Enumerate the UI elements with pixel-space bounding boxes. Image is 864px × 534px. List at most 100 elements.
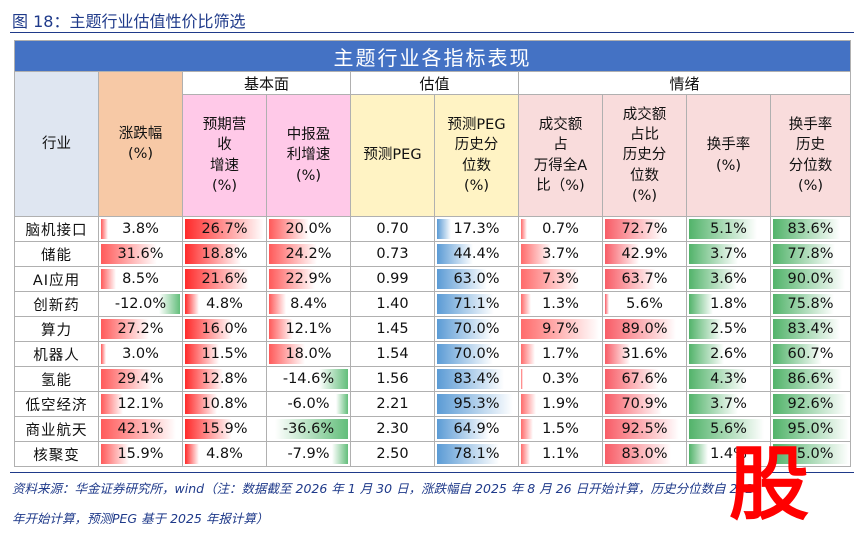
- cell-value: 商业航天: [25, 422, 88, 439]
- cell-value: 10.8%: [201, 396, 248, 412]
- cell-rev-growth: 26.7%: [182, 216, 267, 242]
- cell-value: 核聚变: [33, 447, 80, 464]
- cell-value: 3.7%: [710, 246, 747, 262]
- data-bar: [185, 269, 249, 289]
- cell-rev-growth: 11.5%: [182, 341, 267, 367]
- cell-peg-pct: 63.0%: [434, 266, 519, 292]
- cell-change: 42.1%: [98, 416, 183, 442]
- cell-peg: 0.73: [350, 241, 435, 267]
- header-peg-pct: 预测PEG 历史分 位数 (%): [434, 94, 519, 217]
- cell-value: 3.7%: [710, 396, 747, 412]
- cell-peg: 0.99: [350, 266, 435, 292]
- cell-peg-pct: 83.4%: [434, 366, 519, 392]
- cell-amount-share: 1.3%: [518, 291, 603, 317]
- cell-value: 0.7%: [542, 221, 579, 237]
- cell-value: 5.1%: [710, 221, 747, 237]
- table-row: 商业航天 42.1% 15.9% -36.6% 2.30 64.9% 1.5% 92.5% 5.…: [14, 416, 852, 442]
- cell-value: 15.9%: [117, 446, 164, 462]
- data-bar: [101, 369, 154, 389]
- cell-peg-pct: 17.3%: [434, 216, 519, 242]
- cell-peg: 1.45: [350, 316, 435, 342]
- cell-industry: 低空经济: [14, 391, 99, 417]
- cell-turnover: 4.3%: [686, 366, 771, 392]
- cell-value: 22.9%: [285, 271, 332, 287]
- cell-value: 12.1%: [285, 321, 332, 337]
- data-bar: [185, 244, 241, 264]
- cell-change: 27.2%: [98, 316, 183, 342]
- cell-turnover-pct: 95.0%: [769, 441, 852, 467]
- cell-peg-pct: 71.1%: [434, 291, 519, 317]
- cell-change: 12.1%: [98, 391, 183, 417]
- data-bar: [689, 219, 757, 239]
- data-bar: [269, 269, 315, 289]
- source-note-line2: 年开始计算，预测PEG 基于 2025 年报计算）: [12, 511, 269, 526]
- cell-change: 15.9%: [98, 441, 183, 467]
- data-bar: [521, 244, 551, 264]
- data-bar: [101, 269, 117, 289]
- cell-industry: 算力: [14, 316, 99, 342]
- data-bar: [689, 344, 724, 364]
- table-row: 低空经济 12.1% 10.8% -6.0% 2.21 95.3% 1.9% 70.9% 3.7…: [14, 391, 852, 417]
- cell-value: 75.8%: [787, 296, 834, 312]
- cell-peg: 2.30: [350, 416, 435, 442]
- data-bar: [773, 419, 849, 439]
- cell-value: 1.3%: [542, 296, 579, 312]
- cell-value: 90.0%: [787, 271, 834, 287]
- data-bar: [521, 219, 527, 239]
- cell-turnover: 3.6%: [686, 266, 771, 292]
- data-bar: [437, 444, 500, 464]
- data-bar: [318, 369, 348, 389]
- data-bar: [101, 319, 150, 339]
- cell-profit-growth: -36.6%: [266, 416, 351, 442]
- data-bar: [689, 244, 739, 264]
- cell-value: 31.6%: [621, 346, 668, 362]
- cell-profit-growth: 12.1%: [266, 316, 351, 342]
- data-bar: [101, 419, 176, 439]
- cell-value: 83.4%: [453, 371, 500, 387]
- cell-turnover-pct: 83.6%: [769, 216, 852, 242]
- cell-value: 70.0%: [453, 321, 500, 337]
- data-bar: [773, 369, 843, 389]
- cell-industry: AI应用: [14, 266, 99, 292]
- cell-rev-growth: 15.9%: [182, 416, 267, 442]
- data-bar: [689, 419, 764, 439]
- data-bar: [521, 444, 530, 464]
- data-bar: [773, 244, 836, 264]
- data-bar: [336, 394, 348, 414]
- cell-rev-growth: 18.8%: [182, 241, 267, 267]
- cell-value: 95.3%: [453, 396, 500, 412]
- data-bar: [773, 444, 849, 464]
- data-bar: [185, 394, 217, 414]
- data-bar: [269, 319, 294, 339]
- cell-value: 8.5%: [122, 271, 159, 287]
- cell-profit-growth: 20.0%: [266, 216, 351, 242]
- cell-amount-share: 9.7%: [518, 316, 603, 342]
- cell-turnover-pct: 75.8%: [769, 291, 852, 317]
- cell-value: 算力: [41, 322, 72, 339]
- cell-value: 9.7%: [542, 321, 579, 337]
- header-turnover-pct: 换手率 历史 分位数 (%): [769, 94, 852, 217]
- cell-value: 11.5%: [201, 346, 248, 362]
- cell-value: 86.6%: [787, 371, 834, 387]
- cell-value: 创新药: [33, 297, 80, 314]
- data-bar: [101, 444, 130, 464]
- cell-value: 64.9%: [453, 421, 500, 437]
- data-bar: [437, 269, 488, 289]
- table-row: 脑机接口 3.8% 26.7% 20.0% 0.70 17.3% 0.7% 72.7% 5.1%…: [14, 216, 852, 242]
- cell-amount-share: 1.9%: [518, 391, 603, 417]
- cell-value: 16.0%: [201, 321, 248, 337]
- data-bar: [437, 369, 504, 389]
- cell-value: 4.8%: [206, 446, 243, 462]
- cell-value: 77.8%: [787, 246, 834, 262]
- data-bar: [773, 294, 834, 314]
- data-bar: [605, 344, 631, 364]
- cell-value: 机器人: [33, 347, 80, 364]
- cell-industry: 脑机接口: [14, 216, 99, 242]
- cell-peg: 1.40: [350, 291, 435, 317]
- cell-amount-share: 3.7%: [518, 241, 603, 267]
- cell-value: 0.99: [376, 271, 409, 287]
- cell-profit-growth: -6.0%: [266, 391, 351, 417]
- header-change: 涨跌幅 (%): [98, 71, 183, 217]
- data-bar: [185, 419, 233, 439]
- data-bar: [269, 294, 286, 314]
